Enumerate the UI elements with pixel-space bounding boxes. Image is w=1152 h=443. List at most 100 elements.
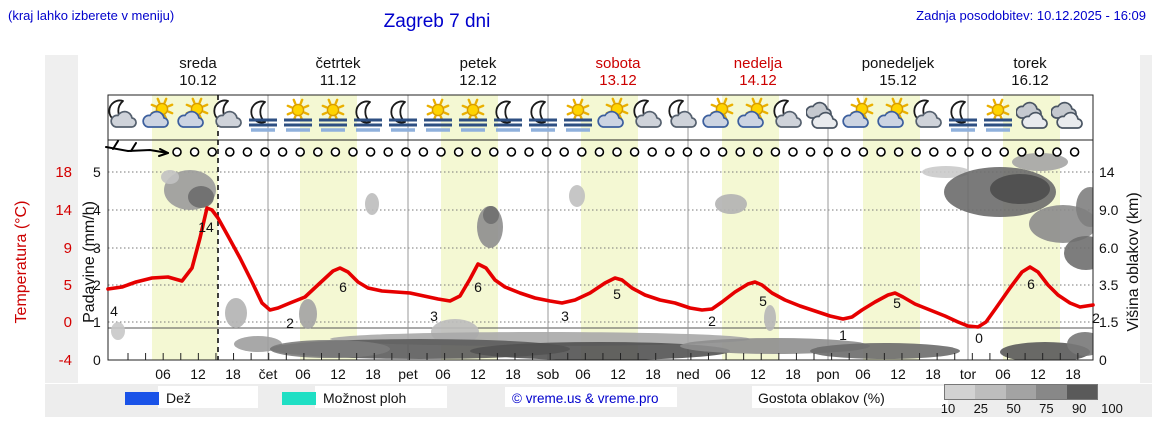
wind-calm-circle [436,147,446,157]
x-tick-pon: pon [816,366,840,382]
weather-icon-sun-fog [421,97,455,137]
cloud-tick-1.5: 1.5 [1099,314,1119,330]
wind-calm-circle [277,147,288,157]
wind-calm-circle [330,147,341,157]
wind-calm-circle [242,147,253,157]
wind-calm-circle [418,147,429,157]
temp-value-label: 5 [759,293,767,309]
cloud-tick-3.5: 3.5 [1099,277,1119,293]
cloud-density-blob [270,340,390,358]
wind-calm-circle [383,147,394,157]
wind-calm-circle [295,147,306,157]
weather-icon-moon-fog [246,97,280,137]
cloud-density-blob [111,322,125,340]
x-tick-06: 06 [715,366,731,382]
x-tick-12: 12 [330,366,346,382]
cloud-tick-0: 0 [1099,352,1107,368]
weather-icon-sun-fog [561,97,595,137]
wind-calm-circle [488,147,499,157]
showers-legend-label: Možnost ploh [323,390,407,406]
colorbar-segment [1036,385,1067,399]
weather-icon-sun-cloud [176,97,210,137]
wind-calm-circle [999,147,1010,157]
weather-icon-sun-fog [316,97,350,137]
precip-tick-0: 0 [93,352,101,368]
wind-calm-circle [365,147,376,157]
temp-tick--4: -4 [58,352,72,369]
temperature-axis-title: Temperatura (°C) [13,200,30,324]
precip-tick-3: 3 [93,240,101,256]
wind-calm-circle [770,147,781,157]
x-tick-18: 18 [365,366,381,382]
wind-calm-circle [647,147,658,157]
colorbar-value-100: 100 [1101,401,1123,416]
temp-value-label: 6 [339,279,347,295]
x-tick-06: 06 [295,366,311,382]
x-tick-12: 12 [1030,366,1046,382]
weather-icon-moon-fog [526,97,560,137]
cloud-tick-9.0: 9.0 [1099,202,1119,218]
cloud-density-blob [270,339,570,359]
colorbar-segment [1005,385,1037,399]
showers-label-box [315,386,447,408]
x-tick-06: 06 [575,366,591,382]
x-tick-tor: tor [959,366,977,382]
colorbar-value-10: 10 [940,401,956,416]
cloud-density-blob [431,319,479,345]
weather-icon-sun-fog [456,97,490,137]
weather-icon-cloudy [1051,97,1085,137]
x-tick-12: 12 [610,366,626,382]
copyright-link[interactable]: © vreme.us & vreme.pro [512,391,659,406]
temp-value-label: 2 [1092,310,1100,326]
cloud-density-blob [715,194,747,214]
wind-calm-circle [559,147,570,157]
wind-calm-circle [735,147,746,157]
cloud-density-blob [569,185,585,207]
colorbar-value-25: 25 [973,401,989,416]
temperature-curve [106,206,1095,329]
rain-legend-swatch [125,392,159,405]
day-header-nedelja: nedelja 14.12 [733,55,783,89]
weather-icon-moon-fog [351,97,385,137]
temp-value-label: 2 [286,315,294,331]
wind-calm-circle [876,147,886,157]
wind-calm-circle [471,147,482,157]
cloud-density-blob [161,170,179,184]
x-tick-06: 06 [435,366,451,382]
wind-calm-circle [858,147,869,157]
wind-calm-circle [823,147,834,157]
wind-calm-circle [1052,147,1062,157]
wind-calm-circle [928,147,939,157]
weather-icon-sun-cloud [596,97,630,137]
x-tick-06: 06 [155,366,171,382]
x-tick-sob: sob [536,366,560,382]
cloud-tick-14: 14 [1099,164,1115,180]
precip-tick-4: 4 [93,202,101,218]
precip-tick-1: 1 [93,314,101,330]
weather-icon-moon-fog [946,97,980,137]
weather-icon-sun-cloud [876,97,910,137]
wind-calm-circle [576,147,587,157]
wind-calm-circle [453,147,464,157]
x-tick-06: 06 [995,366,1011,382]
wind-calm-circle [172,147,182,157]
temp-value-label: 6 [1027,276,1035,292]
day-header-sreda: sreda 10.12 [179,55,217,89]
colorbar-value-90: 90 [1071,401,1087,416]
wind-calm-circle [1016,147,1027,157]
cloud-density-blob [477,206,503,248]
rain-label-box [158,386,258,408]
last-updated: Zadnja posodobitev: 10.12.2025 - 16:09 [916,8,1146,23]
wind-calm-circle [506,147,517,157]
cloud-density-label-box [752,386,948,408]
weather-icon-moon-cloud [666,97,700,137]
wind-calm-circle [911,147,922,157]
cloud-density-blob [922,166,970,178]
wind-calm-circle [348,147,358,157]
temp-value-label: 3 [561,308,569,324]
cloud-density-blob [1012,153,1068,171]
cloud-density-blob [234,336,282,352]
cloud-density-blob [470,342,730,360]
right-margin-strip [1140,55,1152,383]
